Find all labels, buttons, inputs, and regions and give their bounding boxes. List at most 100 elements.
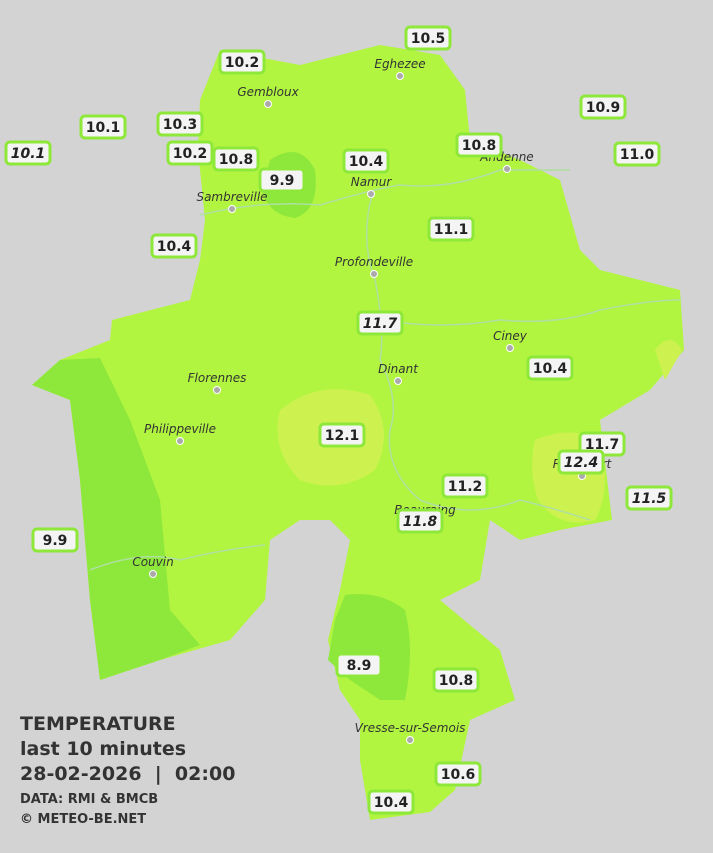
station-value: 10.2: [225, 55, 260, 71]
station-value: 10.1: [86, 120, 121, 136]
city-name: Philippeville: [144, 422, 216, 436]
station-box: [318, 422, 366, 448]
station: 12.4: [557, 449, 605, 475]
station: 11.8: [396, 508, 444, 534]
city-dot: [367, 190, 375, 198]
city-name: Couvin: [132, 555, 173, 569]
station-box: [526, 355, 574, 381]
city-dot: [394, 377, 402, 385]
city-dot: [506, 344, 514, 352]
station-box: [441, 473, 489, 499]
city-dot: [396, 72, 404, 80]
city-dot: [149, 570, 157, 578]
station: 12.1: [318, 422, 366, 448]
station: 11.0: [613, 141, 661, 167]
river: [89, 544, 266, 571]
cool-zone: [32, 358, 200, 680]
station-box: [342, 148, 390, 174]
river: [365, 194, 591, 521]
station-value: 10.3: [163, 117, 198, 133]
station-box: [166, 140, 214, 166]
city-name: Florennes: [188, 371, 247, 385]
station-value: 10.2: [173, 146, 208, 162]
city-dot: [176, 437, 184, 445]
station-box: [258, 167, 306, 193]
station: 10.9: [579, 94, 627, 120]
station-value: 10.4: [533, 361, 568, 377]
city-dot: [228, 205, 236, 213]
station: 11.7: [356, 310, 404, 336]
city-dot: [264, 100, 272, 108]
station: 10.8: [212, 146, 260, 172]
station-box: [455, 132, 503, 158]
data-source: DATA: RMI & BMCB: [20, 792, 158, 807]
station-value: 10.8: [439, 673, 474, 689]
station-value: 11.7: [585, 437, 620, 453]
station-value: 8.9: [347, 658, 372, 674]
station-value: 10.6: [441, 767, 476, 783]
station-value: 9.9: [43, 533, 68, 549]
timestamp: 28-02-2026 | 02:00: [20, 763, 235, 785]
station-box: [625, 485, 673, 511]
city-name: Dinant: [378, 362, 419, 376]
station: 10.2: [218, 49, 266, 75]
city-dot: [370, 270, 378, 278]
station: 10.1: [79, 114, 127, 140]
station-box: [31, 527, 79, 553]
station-box: [427, 216, 475, 242]
station-value: 10.8: [462, 138, 497, 154]
station: 9.9: [31, 527, 79, 553]
station: 10.4: [342, 148, 390, 174]
station-value: 10.4: [157, 239, 192, 255]
station-value: 10.1: [11, 146, 46, 162]
station: 10.5: [404, 25, 452, 51]
station: 10.4: [367, 789, 415, 815]
city-dot: [406, 736, 414, 744]
station: 11.2: [441, 473, 489, 499]
station-value: 10.8: [219, 152, 254, 168]
station-value: 9.9: [270, 173, 295, 189]
warm-zone: [655, 340, 682, 380]
city-name: Eghezee: [374, 57, 425, 71]
station-box: [367, 789, 415, 815]
city-name: Sambreville: [196, 190, 267, 204]
station: 9.9: [258, 167, 306, 193]
river: [379, 299, 681, 326]
station-box: [4, 140, 52, 166]
station-value: 11.2: [448, 479, 483, 495]
city-name: Namur: [351, 175, 393, 189]
station-value: 10.4: [374, 795, 409, 811]
station-box: [557, 449, 605, 475]
station: 10.3: [156, 111, 204, 137]
station: 10.4: [526, 355, 574, 381]
station-value: 11.5: [632, 491, 667, 507]
station-value: 10.5: [411, 31, 446, 47]
city-dot: [503, 165, 511, 173]
station: 10.6: [434, 761, 482, 787]
copyright: © METEO-BE.NET: [20, 812, 146, 827]
station: 10.1: [4, 140, 52, 166]
station-box: [579, 94, 627, 120]
station-box: [156, 111, 204, 137]
station-box: [150, 233, 198, 259]
river: [199, 169, 570, 216]
station: 11.5: [625, 485, 673, 511]
station-box: [396, 508, 444, 534]
station-value: 11.7: [363, 316, 398, 332]
station-box: [79, 114, 127, 140]
station: 11.1: [427, 216, 475, 242]
station-box: [434, 761, 482, 787]
city-name: Profondeville: [335, 255, 413, 269]
station-box: [218, 49, 266, 75]
city-name: Vresse-sur-Semois: [355, 721, 466, 735]
station-box: [356, 310, 404, 336]
station-box: [335, 652, 383, 678]
subtitle: last 10 minutes: [20, 738, 186, 760]
station: 10.4: [150, 233, 198, 259]
station: 8.9: [335, 652, 383, 678]
station: 10.8: [455, 132, 503, 158]
station-value: 11.0: [620, 147, 655, 163]
station-box: [432, 667, 480, 693]
station-value: 10.9: [586, 100, 621, 116]
